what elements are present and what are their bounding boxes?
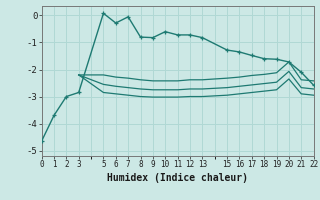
X-axis label: Humidex (Indice chaleur): Humidex (Indice chaleur) bbox=[107, 173, 248, 183]
